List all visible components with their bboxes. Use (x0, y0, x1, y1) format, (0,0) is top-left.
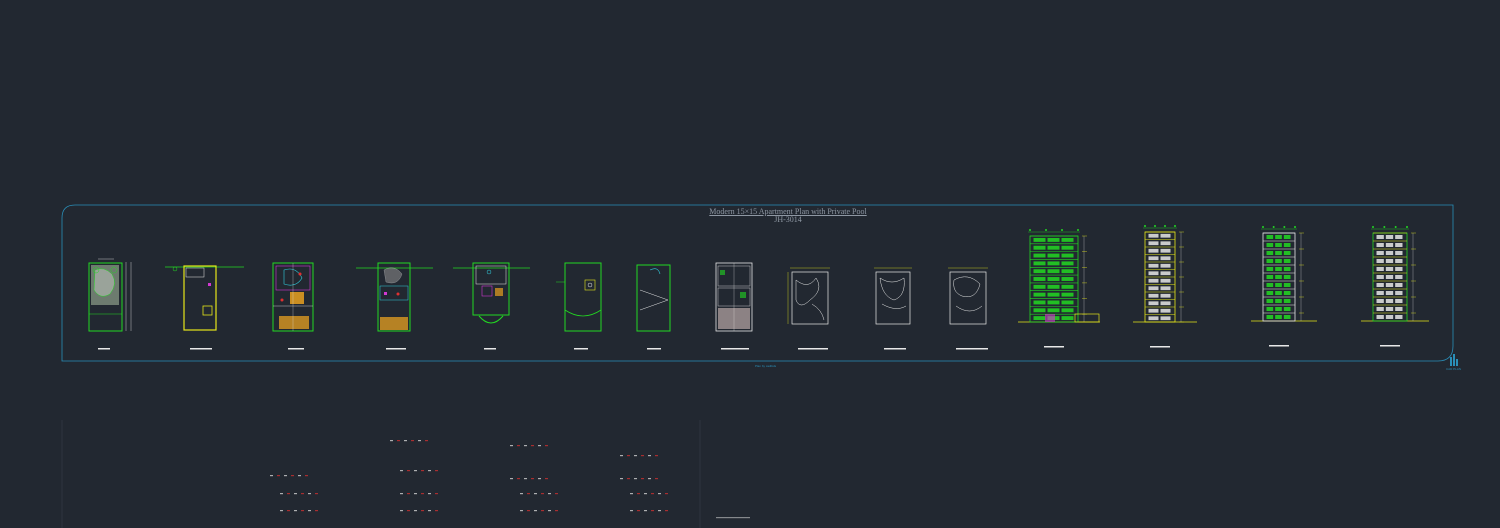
sheet-furniture-plan[interactable] (715, 262, 753, 350)
sheet-elevation-front[interactable] (1018, 229, 1100, 348)
sheet-frame (61, 204, 1454, 362)
drawing-footer: Plan by cadbids (755, 364, 777, 368)
drawing-title: Modern 15×15 Apartment Plan with Private… (709, 207, 867, 216)
sheet-ground-floor[interactable] (272, 262, 314, 350)
sheet-elevation-rear[interactable] (1361, 226, 1429, 347)
lower-detail-area (61, 420, 750, 528)
sheet-roof-plan[interactable] (556, 262, 602, 350)
sheet-elevation-side[interactable] (1251, 226, 1317, 347)
logo-label: CAD PLAN (1446, 367, 1462, 371)
sheet-typical-floor[interactable] (453, 262, 530, 350)
sheet-ceiling-plan-a[interactable] (787, 267, 830, 350)
sheet-site-plan[interactable] (88, 258, 132, 350)
sheet-first-floor[interactable] (356, 262, 433, 350)
logo-icon (1450, 354, 1458, 366)
sheet-ceiling-plan-b[interactable] (874, 267, 912, 350)
sheet-ceiling-plan-c[interactable] (948, 267, 988, 350)
sheet-parking-plan[interactable] (165, 265, 244, 350)
sheet-terrace-plan[interactable] (636, 264, 671, 350)
sheet-section-a[interactable] (1133, 225, 1197, 348)
drawing-code: JH-3014 (774, 215, 802, 224)
